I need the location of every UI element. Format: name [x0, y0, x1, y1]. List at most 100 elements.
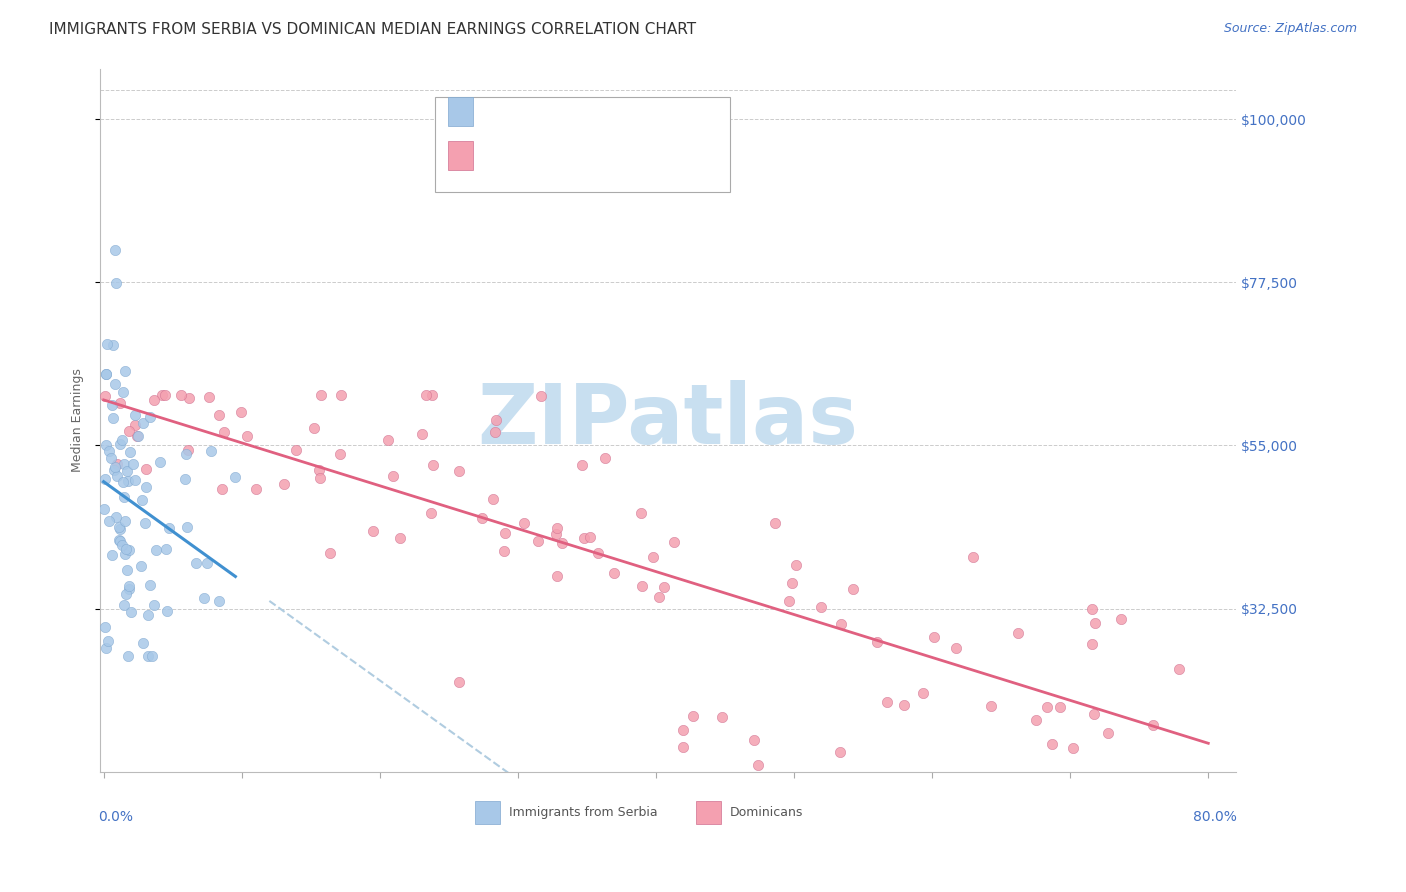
Point	[471, 511, 494, 525]
Point	[122, 458, 145, 472]
Text: -0.100: -0.100	[516, 104, 567, 119]
Point	[962, 549, 984, 564]
Point	[155, 541, 177, 556]
Point	[546, 568, 568, 582]
Text: Dominicans: Dominicans	[730, 806, 804, 819]
Point	[104, 243, 127, 257]
Point	[153, 388, 176, 402]
Point	[177, 442, 200, 457]
Point	[114, 547, 136, 561]
Point	[111, 538, 134, 552]
Point	[309, 388, 332, 402]
Point	[143, 393, 166, 408]
Point	[114, 364, 136, 378]
Point	[682, 708, 704, 723]
Point	[319, 546, 342, 560]
Point	[141, 648, 163, 663]
Point	[179, 391, 201, 405]
Point	[492, 544, 515, 558]
Point	[96, 367, 118, 381]
Point	[747, 758, 769, 772]
Point	[100, 398, 122, 412]
Point	[149, 455, 172, 469]
Point	[329, 447, 352, 461]
Point	[763, 516, 786, 531]
Point	[422, 458, 444, 472]
Point	[551, 536, 574, 550]
Point	[1081, 637, 1104, 651]
Point	[494, 525, 516, 540]
Point	[118, 582, 141, 597]
Point	[527, 533, 550, 548]
Point	[1097, 726, 1119, 740]
Point	[648, 590, 671, 604]
Point	[94, 438, 117, 452]
Point	[176, 447, 198, 461]
Point	[117, 474, 139, 488]
Point	[193, 591, 215, 606]
Point	[118, 579, 141, 593]
Point	[778, 593, 800, 607]
Point	[129, 559, 152, 574]
Point	[415, 388, 437, 402]
Point	[97, 444, 120, 458]
Point	[245, 482, 267, 496]
Point	[96, 641, 118, 656]
Point	[1062, 740, 1084, 755]
Point	[208, 593, 231, 607]
Point	[115, 464, 138, 478]
Point	[112, 457, 135, 471]
Point	[93, 472, 115, 486]
Point	[742, 733, 765, 747]
Point	[108, 519, 131, 533]
Point	[1007, 626, 1029, 640]
Point	[830, 616, 852, 631]
Point	[602, 566, 624, 581]
Bar	[449, 141, 474, 170]
Point	[115, 563, 138, 577]
Point	[911, 686, 934, 700]
Point	[120, 605, 142, 619]
Point	[664, 535, 686, 549]
Point	[572, 531, 595, 545]
Point	[382, 469, 405, 483]
Text: R =: R =	[489, 104, 519, 119]
Text: 80.0%: 80.0%	[1194, 810, 1237, 824]
Point	[1040, 737, 1063, 751]
Point	[588, 546, 610, 560]
Point	[127, 428, 149, 442]
Text: ZIPatlas: ZIPatlas	[477, 380, 858, 460]
Point	[830, 745, 852, 759]
Point	[105, 276, 128, 290]
Point	[115, 587, 138, 601]
Point	[212, 425, 235, 439]
Point	[447, 464, 470, 478]
Point	[208, 408, 231, 422]
Point	[1168, 662, 1191, 676]
Point	[174, 472, 197, 486]
Point	[108, 437, 131, 451]
Point	[101, 338, 124, 352]
Point	[229, 405, 252, 419]
Point	[101, 549, 124, 563]
Point	[579, 530, 602, 544]
Point	[94, 620, 117, 634]
Point	[1084, 616, 1107, 631]
Point	[211, 482, 233, 496]
Point	[945, 640, 967, 655]
Point	[93, 501, 115, 516]
Point	[513, 516, 536, 531]
Point	[411, 427, 433, 442]
Point	[108, 396, 131, 410]
Point	[571, 458, 593, 472]
Point	[105, 509, 128, 524]
Point	[377, 433, 399, 447]
Point	[866, 635, 889, 649]
Y-axis label: Median Earnings: Median Earnings	[72, 368, 84, 472]
Bar	[449, 96, 474, 126]
Bar	[434, 96, 730, 192]
Point	[1142, 718, 1164, 732]
Point	[302, 421, 325, 435]
Point	[546, 521, 568, 535]
Point	[118, 543, 141, 558]
